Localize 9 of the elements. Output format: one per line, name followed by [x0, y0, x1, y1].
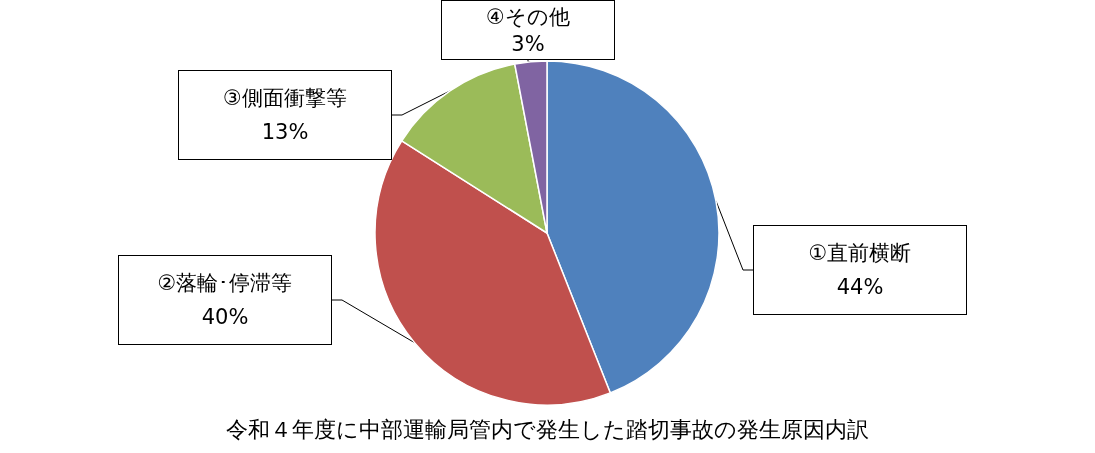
data-label: 13% [261, 120, 309, 144]
slice-label: ①直前横断 [808, 241, 912, 265]
data-label: 40% [201, 305, 249, 329]
slice-label: ④その他 [486, 4, 570, 29]
data-label: 3% [511, 31, 545, 56]
slice-label: ②落輪･停滞等 [157, 271, 293, 295]
data-label: 44% [836, 275, 884, 299]
text: 令和４年度に中部運輸局管内で発生した踏切事故の発生原因内訳 [226, 416, 869, 442]
slice-label: ③側面衝撃等 [223, 86, 347, 110]
